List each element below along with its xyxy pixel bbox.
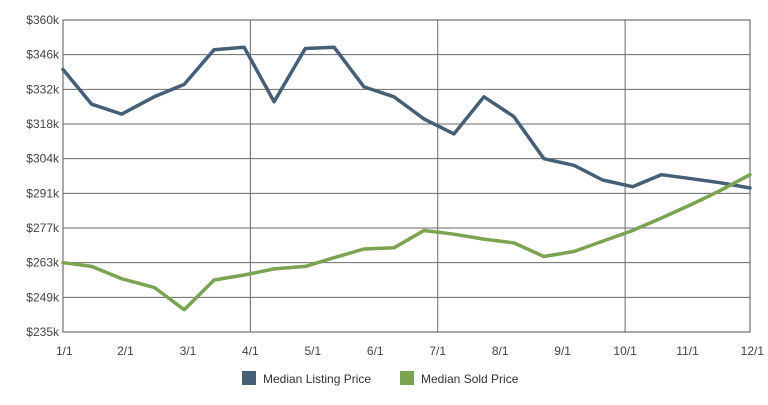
x-tick-label: 11/1: [676, 344, 699, 358]
y-tick-label: $360k: [26, 13, 60, 27]
series-layer: [61, 45, 752, 312]
x-tick-label: 1/1: [56, 344, 73, 358]
y-tick-label: $291k: [26, 186, 60, 200]
y-tick-label: $332k: [26, 82, 60, 96]
y-tick-label: $277k: [26, 221, 60, 235]
series-line-median-listing-price: [61, 45, 752, 190]
x-axis-tick-labels: 1/1 2/1 3/1 4/1 5/1 6/1 7/1 8/1 9/1 10/1 11/1 12/1: [56, 344, 764, 358]
legend-swatch-listing: [242, 371, 256, 385]
x-tick-label: 8/1: [492, 344, 509, 358]
legend-label-listing: Median Listing Price: [263, 372, 371, 386]
legend-swatch-sold: [400, 371, 414, 385]
legend: Median Listing Price Median Sold Price: [242, 371, 519, 386]
y-tick-label: $263k: [26, 256, 60, 270]
y-tick-label: $346k: [26, 48, 60, 62]
plot-frame: [62, 19, 751, 333]
x-tick-label: 4/1: [242, 344, 259, 358]
x-tick-label: 9/1: [554, 344, 571, 358]
y-axis-tick-labels: $235k $249k $263k $277k $291k $304k $318k $332k…: [26, 13, 60, 339]
vertical-gridlines: [249, 20, 626, 332]
y-tick-label: $235k: [26, 325, 60, 339]
x-tick-label: 10/1: [613, 344, 637, 358]
x-tick-label: 5/1: [304, 344, 321, 358]
series-line-median-sold-price: [61, 172, 752, 312]
x-tick-label: 12/1: [741, 344, 765, 358]
y-tick-label: $318k: [26, 117, 60, 131]
x-tick-label: 7/1: [429, 344, 446, 358]
y-tick-label: $249k: [26, 290, 60, 304]
x-tick-label: 3/1: [180, 344, 197, 358]
x-tick-label: 2/1: [117, 344, 134, 358]
legend-label-sold: Median Sold Price: [421, 372, 519, 386]
x-tick-label: 6/1: [367, 344, 384, 358]
horizontal-gridlines: [63, 54, 750, 298]
y-tick-label: $304k: [26, 152, 60, 166]
